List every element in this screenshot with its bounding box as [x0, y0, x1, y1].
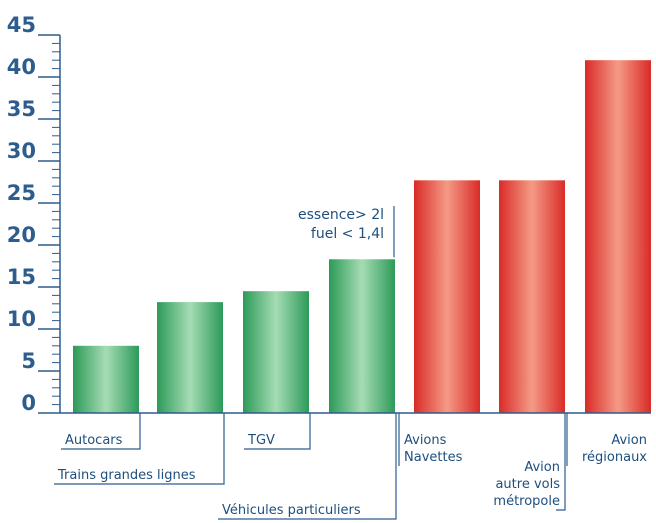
y-tick-label: 45	[7, 13, 36, 37]
annotation-text: essence> 2l	[298, 207, 384, 223]
category-labels: Autocars Trains grandes lignes TGV Véhicule…	[54, 413, 647, 520]
x-category-label: Avion régionaux	[582, 433, 647, 465]
category-leader-line	[54, 413, 225, 485]
category-leader-line	[61, 413, 141, 450]
category-leader-line	[244, 413, 311, 450]
bar	[499, 180, 565, 413]
bar	[585, 60, 651, 413]
y-tick-label: 20	[7, 223, 36, 247]
bars-group	[73, 60, 651, 413]
annotation-text: fuel < 1,4l	[311, 226, 384, 242]
x-category-label: TGV	[247, 433, 275, 448]
bar	[157, 302, 223, 413]
y-tick-label: 30	[7, 139, 36, 163]
y-tick-label: 25	[7, 181, 36, 205]
x-category-label: Trains grandes lignes	[57, 468, 196, 483]
bar	[414, 180, 480, 413]
x-category-label: Avions Navettes	[404, 433, 463, 465]
bar	[329, 259, 395, 413]
y-tick-label: 10	[7, 307, 36, 331]
y-axis: 0 5 10 15 20 25 30 35 40 45	[7, 13, 61, 415]
x-category-label: Avion autre vols métropole	[493, 460, 560, 509]
category-leader-line	[218, 413, 397, 520]
annotation-group: essence> 2l fuel < 1,4l	[298, 206, 395, 258]
y-tick-label: 15	[7, 265, 36, 289]
x-category-label: Véhicules particuliers	[222, 503, 361, 518]
y-tick-label: 0	[21, 391, 36, 415]
bar	[243, 291, 309, 413]
y-tick-label: 5	[21, 349, 36, 373]
category-leader-line	[556, 413, 566, 511]
y-tick-label: 40	[7, 55, 36, 79]
bar	[73, 345, 139, 413]
y-tick-label: 35	[7, 97, 36, 121]
x-category-label: Autocars	[65, 433, 123, 448]
